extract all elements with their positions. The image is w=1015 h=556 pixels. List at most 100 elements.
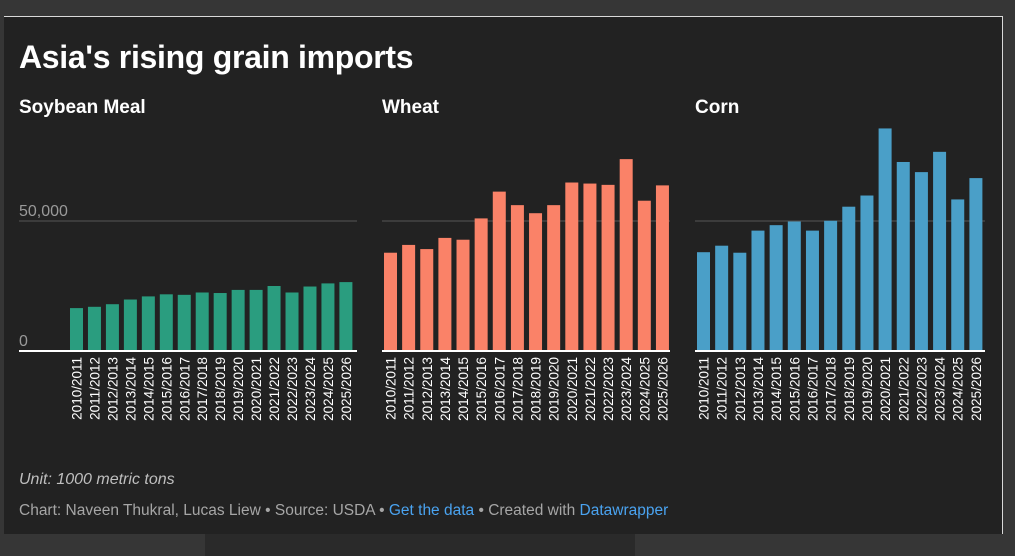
x-tick-label: 2018/2019 <box>529 357 544 421</box>
bar <box>384 252 397 351</box>
bar <box>231 289 245 351</box>
x-tick-label: 2024/2025 <box>951 357 966 421</box>
bar <box>105 304 119 351</box>
x-tick-label: 2025/2026 <box>655 357 670 421</box>
bar <box>249 289 263 351</box>
x-tick-label: 2012/2013 <box>420 357 435 421</box>
bar <box>751 230 765 351</box>
bar <box>177 294 191 351</box>
x-tick-label: 2024/2025 <box>321 357 336 421</box>
datawrapper-link[interactable]: Datawrapper <box>579 502 669 519</box>
bar <box>697 252 710 351</box>
bar <box>655 185 669 351</box>
x-tick-label: 2022/2023 <box>285 357 300 421</box>
bar <box>529 213 543 351</box>
bar <box>601 184 615 351</box>
bar <box>420 249 434 351</box>
x-tick-label: 2012/2013 <box>733 357 748 421</box>
footer-separator: • <box>374 502 389 519</box>
panel-title-corn: Corn <box>695 97 740 118</box>
bar <box>510 205 524 351</box>
x-tick-label: 2019/2020 <box>860 357 875 421</box>
chart-title: Asia's rising grain imports <box>19 39 414 75</box>
x-tick-label: 2020/2021 <box>878 357 893 421</box>
bar <box>339 282 353 351</box>
bar <box>951 199 965 351</box>
bar <box>769 225 783 351</box>
x-tick-label: 2014/2015 <box>456 357 471 421</box>
bar <box>547 205 561 351</box>
chart-card: Asia's rising grain imports Soybean Meal… <box>4 16 1003 534</box>
panel-title-soybean-meal: Soybean Meal <box>19 97 146 118</box>
footer-separator: • <box>260 502 275 519</box>
x-tick-label: 2016/2017 <box>492 357 507 421</box>
y-tick-label: 0 <box>19 333 28 350</box>
bar <box>787 221 801 351</box>
x-tick-label: 2018/2019 <box>842 357 857 421</box>
x-tick-label: 2010/2011 <box>697 357 712 420</box>
footer-credit: Chart: Naveen Thukral, Lucas Liew <box>19 502 261 519</box>
x-tick-label: 2015/2016 <box>787 357 802 421</box>
bar <box>87 306 101 351</box>
x-tick-label: 2020/2021 <box>249 357 264 421</box>
x-tick-label: 2017/2018 <box>824 357 839 421</box>
bar <box>583 183 597 351</box>
get-the-data-link[interactable]: Get the data <box>388 502 475 519</box>
x-tick-label: 2019/2020 <box>231 357 246 421</box>
bar <box>878 128 892 351</box>
background-strip <box>205 534 635 556</box>
bar <box>213 293 227 351</box>
bar <box>267 286 281 351</box>
bar <box>492 191 506 351</box>
x-tick-label: 2024/2025 <box>637 357 652 421</box>
x-tick-label: 2013/2014 <box>123 357 138 421</box>
bar <box>159 294 173 351</box>
x-tick-label: 2014/2015 <box>769 357 784 421</box>
x-tick-label: 2012/2013 <box>105 357 120 421</box>
y-tick-label: 50,000 <box>19 203 68 220</box>
bar <box>438 237 452 351</box>
bar <box>733 252 747 351</box>
chart-panel-soybean-meal: 0 50,000 2010/2011 2011/2012 2012/2013 2013/2… <box>19 203 357 421</box>
x-tick-label: 2016/2017 <box>177 357 192 421</box>
bar <box>896 161 910 351</box>
x-tick-label: 2013/2014 <box>438 357 453 421</box>
bar <box>824 220 838 351</box>
x-tick-label: 2020/2021 <box>565 357 580 421</box>
chart-panel-corn: 2010/2011 2011/2012 2012/2013 2013/2014 2014… <box>695 128 985 421</box>
x-tick-label: 2014/2015 <box>141 357 156 421</box>
x-tick-label: 2015/2016 <box>474 357 489 421</box>
bar <box>402 244 416 351</box>
x-tick-label: 2013/2014 <box>751 357 766 421</box>
bar <box>637 200 651 351</box>
footer-created: Created with <box>488 502 576 519</box>
x-tick-label: 2019/2020 <box>547 357 562 421</box>
x-tick-label: 2016/2017 <box>805 357 820 421</box>
bar <box>842 206 856 351</box>
x-tick-label: 2011/2012 <box>402 357 417 420</box>
chart-footer: Chart: Naveen Thukral, Lucas Liew • Sour… <box>19 502 668 520</box>
x-tick-label: 2017/2018 <box>195 357 210 421</box>
x-tick-label: 2022/2023 <box>601 357 616 421</box>
bar <box>969 178 983 351</box>
bar <box>619 159 633 351</box>
bar <box>285 292 299 351</box>
x-tick-label: 2022/2023 <box>914 357 929 421</box>
bar <box>456 239 470 351</box>
x-tick-label: 2023/2024 <box>933 357 948 421</box>
bar <box>933 151 947 351</box>
bar <box>141 296 155 351</box>
x-tick-label: 2025/2026 <box>969 357 984 421</box>
bar <box>860 195 874 351</box>
x-tick-label: 2015/2016 <box>159 357 174 421</box>
bar <box>195 292 209 351</box>
x-tick-label: 2021/2022 <box>583 357 598 421</box>
bar <box>805 230 819 351</box>
x-tick-label: 2021/2022 <box>896 357 911 421</box>
bar <box>70 308 83 351</box>
x-tick-label: 2011/2012 <box>715 357 730 420</box>
panel-title-wheat: Wheat <box>382 97 439 118</box>
x-tick-label: 2023/2024 <box>303 357 318 421</box>
footer-separator: • <box>474 502 489 519</box>
